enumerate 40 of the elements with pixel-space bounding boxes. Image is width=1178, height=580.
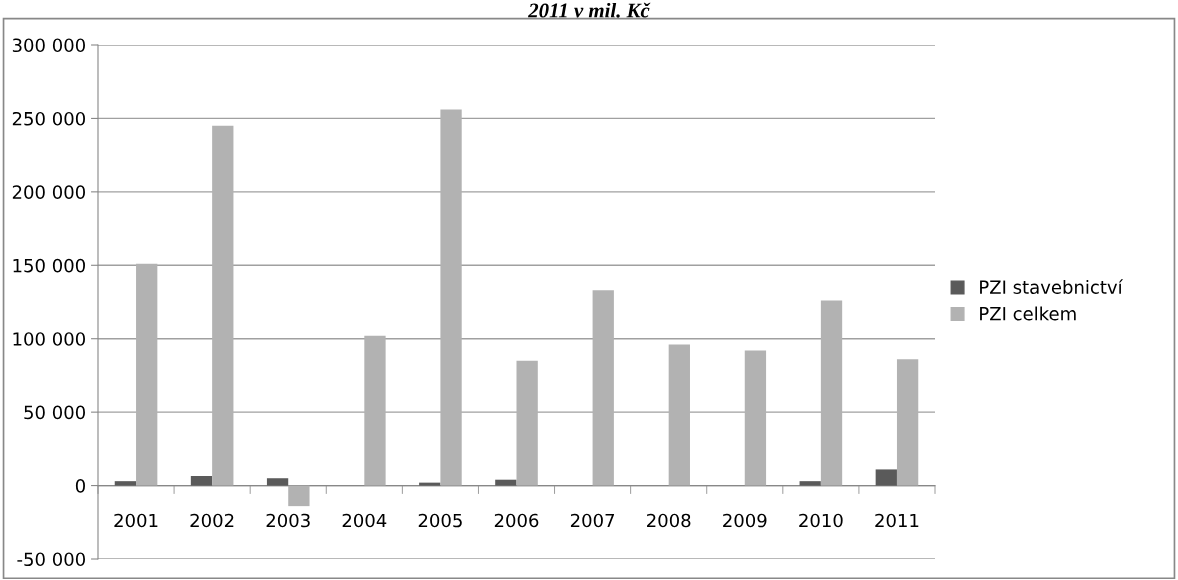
bar <box>495 479 517 486</box>
x-tick-label: 2009 <box>723 513 767 528</box>
y-tick-label: 50 000 <box>24 405 85 420</box>
bar <box>419 482 441 486</box>
y-tick-label: 250 000 <box>12 111 85 126</box>
x-tick-label: 2001 <box>114 513 158 528</box>
x-tick-label: 2004 <box>342 513 387 528</box>
bar <box>820 300 843 486</box>
x-tick-label: 2010 <box>799 513 843 528</box>
x-tick-label: 2007 <box>570 513 615 528</box>
bar <box>516 360 538 486</box>
y-tick-label: 300 000 <box>12 38 85 53</box>
y-tick-label: 150 000 <box>13 258 85 273</box>
y-tick-label: 0 <box>75 479 85 493</box>
chart-title: 2011 v mil. Kč <box>527 2 651 18</box>
x-tick-label: 2002 <box>190 513 234 528</box>
bar <box>364 335 386 486</box>
bar <box>875 469 897 486</box>
bar <box>440 109 462 486</box>
bar <box>136 263 158 486</box>
x-tick-label: 2003 <box>266 513 310 528</box>
bar <box>288 485 310 507</box>
bar <box>896 359 919 486</box>
x-tick-label: 2011 <box>875 513 919 528</box>
x-tick-label: 2005 <box>418 513 462 528</box>
bar <box>668 344 690 486</box>
legend-label: PZI celkem <box>980 306 1076 321</box>
bar <box>744 350 767 486</box>
bar <box>114 481 137 486</box>
y-tick-label: 100 000 <box>13 332 85 346</box>
y-tick-label: -50 000 <box>17 552 85 567</box>
bar <box>190 476 213 486</box>
x-tick-label: 2006 <box>494 513 539 528</box>
y-tick-label: 200 000 <box>12 185 85 199</box>
legend-label: PZI stavebnictví <box>980 279 1124 294</box>
bar <box>212 125 234 486</box>
bar <box>592 290 614 486</box>
bar <box>266 478 289 486</box>
x-tick-label: 2008 <box>647 513 691 528</box>
bar <box>799 481 821 486</box>
